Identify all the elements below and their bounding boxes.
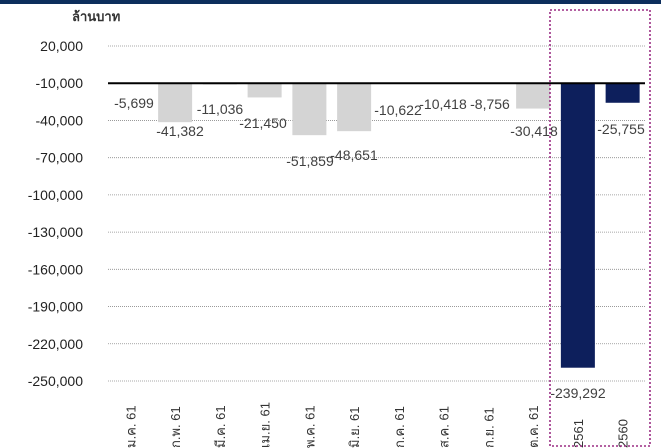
y-axis-unit-label: ล้านบาท: [72, 10, 121, 25]
highlight-box: [549, 9, 651, 447]
bar-4: [247, 83, 282, 98]
y-tick-label: -190,000: [28, 299, 83, 315]
bar-5: [292, 83, 327, 136]
top-rule: [0, 0, 661, 4]
y-axis-ticks: 20,000 -10,000 -40,000 -70,000 -100,000 -130,…: [28, 38, 83, 389]
x-category-label: มี.ค. 61: [213, 405, 228, 448]
y-tick-label: 20,000: [40, 38, 83, 54]
x-category-label: ก.ย. 61: [481, 407, 496, 448]
x-category-label: พ.ค. 61: [302, 405, 317, 448]
bars: [158, 83, 640, 368]
y-tick-label: -130,000: [28, 224, 83, 240]
y-tick-label: -220,000: [28, 336, 83, 352]
bar-6: [337, 83, 372, 132]
y-tick-label: -100,000: [28, 187, 83, 203]
bar-11: [560, 83, 595, 368]
data-labels: -5,699-41,382 -11,036-21,450 -51,859-48,65…: [114, 95, 645, 401]
data-label: -51,859: [286, 153, 334, 169]
x-category-label: ต.ค. 61: [526, 406, 541, 448]
x-category-label: 2560: [616, 419, 631, 448]
x-axis-categories: ม.ค. 61 ก.พ. 61 มี.ค. 61 เม.ย. 61 พ.ค. 61 มิ.…: [123, 402, 630, 448]
y-tick-label: -160,000: [28, 261, 83, 277]
y-tick-label: -10,000: [36, 75, 84, 91]
x-category-label: ก.ค. 61: [392, 406, 407, 448]
data-label: -25,755: [597, 121, 645, 137]
data-label: -30,418: [510, 123, 558, 139]
bar-2: [158, 83, 193, 123]
data-label: -21,450: [239, 115, 287, 131]
data-label: -41,382: [156, 123, 204, 139]
y-tick-label: -40,000: [36, 112, 84, 128]
data-label: -10,622: [374, 102, 422, 118]
data-label: -11,036: [197, 101, 244, 117]
y-tick-label: -70,000: [36, 150, 84, 166]
x-category-label: 2561: [571, 419, 586, 448]
y-tick-label: -250,000: [28, 373, 83, 389]
data-label: -48,651: [330, 147, 378, 163]
x-category-label: ส.ค. 61: [437, 406, 452, 448]
data-label: -8,756: [470, 96, 510, 112]
bar-10: [516, 83, 551, 109]
data-label: -10,418: [419, 96, 467, 112]
x-category-label: มิ.ย. 61: [347, 407, 362, 448]
x-category-label: ก.พ. 61: [168, 406, 183, 448]
bar-12: [605, 83, 640, 103]
data-label: -5,699: [114, 95, 154, 111]
x-category-label: เม.ย. 61: [258, 402, 273, 448]
gridlines: [108, 45, 645, 382]
data-label: -239,292: [550, 385, 605, 401]
x-category-label: ม.ค. 61: [123, 405, 138, 448]
